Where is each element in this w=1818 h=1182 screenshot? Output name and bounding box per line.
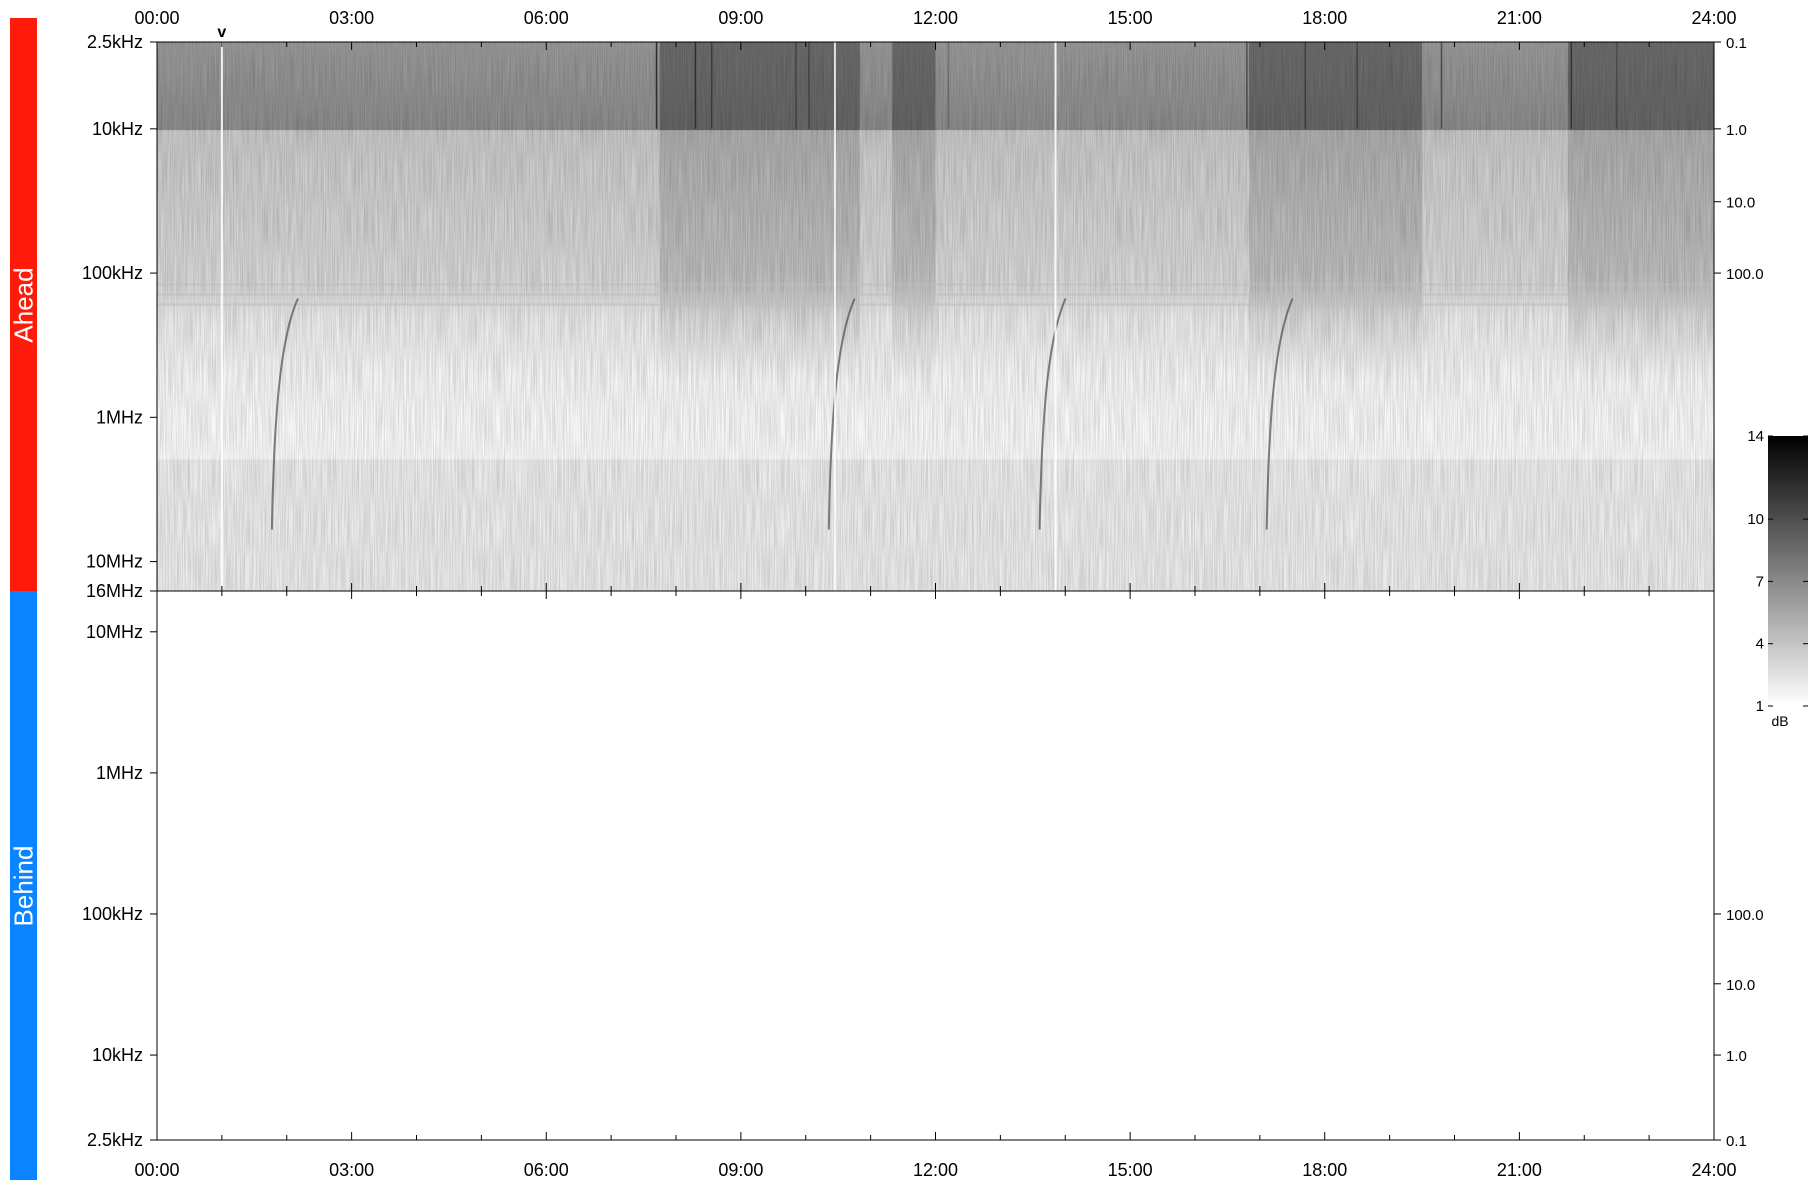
time-tick-label: 18:00 <box>1302 8 1347 28</box>
time-tick-label: 21:00 <box>1497 8 1542 28</box>
time-tick-label: 21:00 <box>1497 1160 1542 1180</box>
type-iii-burst-1 <box>270 298 299 530</box>
colorbar-tick-label: 14 <box>1747 428 1764 445</box>
right-tick-label: 0.1 <box>1726 1133 1747 1150</box>
time-tick-label: 03:00 <box>329 1160 374 1180</box>
ahead-spectrogram <box>157 42 1714 591</box>
time-tick-label: 18:00 <box>1302 1160 1347 1180</box>
behind-plot-frame <box>156 590 1715 1141</box>
frequency-tick-label: 10kHz <box>92 1045 143 1065</box>
time-tick-label: 09:00 <box>718 1160 763 1180</box>
right-tick-label: 1.0 <box>1726 122 1747 139</box>
type-iii-burst-3 <box>1038 298 1067 530</box>
colorbar-tick-label: 4 <box>1756 636 1764 653</box>
colorbar: 14 10 7 4 1 dB <box>1747 428 1808 729</box>
time-tick-label: 24:00 <box>1691 8 1736 28</box>
ahead-right-axis: 0.1 1.0 10.0 100.0 <box>1714 35 1764 283</box>
colorbar-unit-label: dB <box>1771 713 1788 729</box>
time-marker: v <box>217 24 226 41</box>
behind-right-axis: 100.0 10.0 1.0 0.1 <box>1714 907 1764 1150</box>
time-tick-label: 06:00 <box>524 8 569 28</box>
time-tick-label: 15:00 <box>1108 1160 1153 1180</box>
right-tick-label: 100.0 <box>1726 266 1764 283</box>
right-tick-label: 10.0 <box>1726 195 1755 212</box>
time-tick-label: 15:00 <box>1108 8 1153 28</box>
time-tick-label: 03:00 <box>329 8 374 28</box>
time-tick-label: 12:00 <box>913 8 958 28</box>
frequency-tick-label: 2.5kHz <box>87 32 143 52</box>
frequency-tick-label: 1MHz <box>96 763 143 783</box>
time-tick-label: 09:00 <box>718 8 763 28</box>
time-tick-label: 06:00 <box>524 1160 569 1180</box>
frequency-tick-label: 10kHz <box>92 119 143 139</box>
enhanced-interval-3 <box>1249 42 1423 591</box>
right-tick-label: 0.1 <box>1726 35 1747 52</box>
time-tick-label: 00:00 <box>134 1160 179 1180</box>
top-time-axis: 00:00 03:00 06:00 09:00 12:00 15:00 18:00 21:00… <box>134 8 1737 591</box>
colorbar-tick-label: 1 <box>1756 698 1764 715</box>
colorbar-gradient <box>1768 436 1808 706</box>
frequency-tick-label: 100kHz <box>82 263 143 283</box>
type-iii-burst-4 <box>1265 298 1294 530</box>
right-tick-label: 100.0 <box>1726 907 1764 924</box>
enhanced-interval-1 <box>659 42 860 591</box>
time-tick-label: 12:00 <box>913 1160 958 1180</box>
ahead-frequency-axis: 2.5kHz 10kHz 100kHz 1MHz 10MHz 16MHz <box>82 32 157 601</box>
time-tick-label: 24:00 <box>1691 1160 1736 1180</box>
bottom-time-axis: 00:00 03:00 06:00 09:00 12:00 15:00 18:00 21:00… <box>134 591 1737 1180</box>
behind-panel-bar: Behind <box>8 591 38 1180</box>
frequency-tick-label: 10MHz <box>86 552 143 572</box>
frequency-tick-label: 1MHz <box>96 407 143 427</box>
frequency-tick-label: 100kHz <box>82 904 143 924</box>
time-tick-label: 00:00 <box>134 8 179 28</box>
behind-frequency-axis: 10MHz 1MHz 100kHz 10kHz 2.5kHz <box>82 622 157 1150</box>
colorbar-tick-label: 7 <box>1756 573 1764 590</box>
frequency-tick-label: 16MHz <box>86 581 143 601</box>
enhanced-interval-2 <box>892 42 936 591</box>
enhanced-interval-4 <box>1568 42 1714 591</box>
right-tick-label: 1.0 <box>1726 1048 1747 1065</box>
ahead-panel-bar: Ahead <box>8 18 38 591</box>
right-tick-label: 10.0 <box>1726 977 1755 994</box>
frequency-tick-label: 10MHz <box>86 622 143 642</box>
frequency-tick-label: 2.5kHz <box>87 1130 143 1150</box>
colorbar-tick-label: 10 <box>1747 511 1764 528</box>
